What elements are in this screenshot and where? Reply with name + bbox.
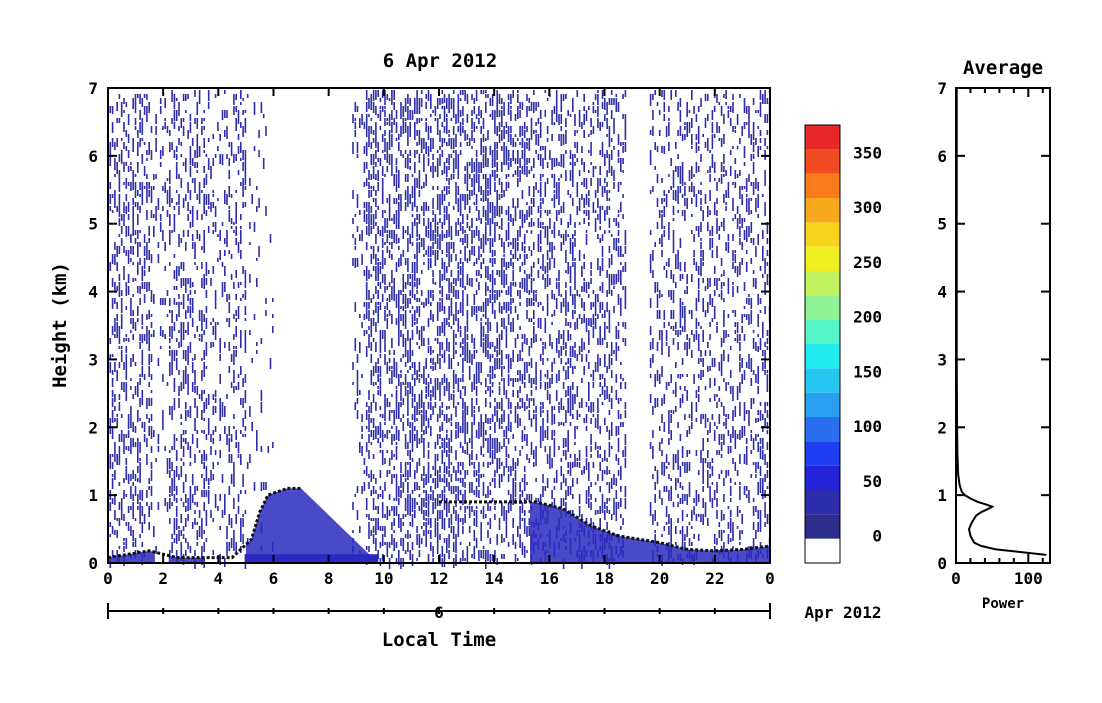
average-x-tick-label: 100	[1014, 569, 1043, 588]
average-profile-panel: Average 0 1 2 3 4 5 6 7 0 100 Power	[937, 57, 1051, 612]
average-x-axis-label: Power	[982, 596, 1024, 612]
date-axis: 6 Apr 2012	[107, 603, 882, 622]
x-tick-label: 6	[269, 569, 279, 588]
average-x-tick-label: 0	[951, 569, 961, 588]
colorbar-swatch	[805, 538, 840, 563]
y-tick-label: 0	[88, 554, 98, 573]
colorbar-swatch	[805, 173, 840, 198]
colorbar-tick-label: 250	[853, 253, 882, 272]
colorbar-swatch	[805, 319, 840, 344]
colorbar-frame	[804, 124, 841, 564]
chart-title: 6 Apr 2012	[383, 50, 497, 72]
y-tick-label: 7	[88, 79, 98, 98]
y-axis-ticks: 0 1 2 3 4 5 6 7	[88, 79, 770, 573]
colorbar-swatch	[805, 198, 840, 223]
average-y-tick-label: 4	[937, 283, 947, 302]
x-tick-label: 16	[540, 569, 559, 588]
colorbar-swatch	[805, 295, 840, 320]
x-tick-label: 10	[374, 569, 393, 588]
colorbar-swatch	[805, 125, 840, 150]
y-tick-label: 1	[88, 486, 98, 505]
x-tick-label: 2	[158, 569, 168, 588]
average-y-tick-label: 0	[937, 554, 947, 573]
colorbar-swatch	[805, 271, 840, 296]
y-tick-label: 3	[88, 350, 98, 369]
y-axis-label: Height (km)	[49, 262, 71, 388]
colorbar-tick-label: 150	[853, 362, 882, 381]
colorbar-swatch	[805, 149, 840, 174]
colorbar-tick-label: 50	[863, 472, 882, 491]
colorbar-swatch	[805, 246, 840, 271]
x-tick-label: 20	[650, 569, 669, 588]
heatmap-panel: 6 Apr 2012 0 2 4 6 8 10 12 14 16 18 20 22 0 01234567…	[49, 50, 882, 651]
colorbar-swatch	[805, 514, 840, 539]
average-frame	[955, 87, 1051, 564]
average-y-tick-label: 3	[937, 350, 947, 369]
y-tick-label: 5	[88, 215, 98, 234]
heatmap-noise	[107, 90, 771, 569]
average-title: Average	[963, 57, 1043, 79]
colorbar-swatch	[805, 465, 840, 490]
x-tick-label: 8	[324, 569, 334, 588]
noise-speckle	[107, 90, 771, 569]
colorbar-tick-label: 300	[853, 198, 882, 217]
colorbar-tick-label: 0	[872, 527, 882, 546]
colorbar-swatch	[805, 441, 840, 466]
x-tick-label: 0	[103, 569, 113, 588]
x-tick-label: 0	[765, 569, 775, 588]
colorbar-tick-label: 350	[853, 143, 882, 162]
colorbar-swatch	[805, 490, 840, 515]
x-tick-label: 14	[485, 569, 504, 588]
low-layer-fill	[245, 554, 379, 563]
y-tick-label: 6	[88, 147, 98, 166]
x-axis-ticks: 0 2 4 6 8 10 12 14 16 18 20 22 0	[103, 88, 775, 614]
colorbar: 0 50 100 150 200 250 300 350	[804, 124, 882, 564]
colorbar-swatch	[805, 222, 840, 247]
average-x-axis-ticks: 0 100	[951, 88, 1044, 588]
colorbar-tick-label: 200	[853, 308, 882, 327]
x-axis-label: Local Time	[382, 629, 496, 651]
layer-top-line	[107, 486, 771, 560]
average-y-tick-label: 5	[937, 215, 947, 234]
date-axis-day: 6	[434, 603, 444, 622]
date-axis-month-year: Apr 2012	[804, 603, 881, 622]
colorbar-swatch	[805, 344, 840, 369]
average-y-tick-label: 7	[937, 79, 947, 98]
y-tick-label: 2	[88, 418, 98, 437]
colorbar-swatch	[805, 392, 840, 417]
colorbar-swatch	[805, 368, 840, 393]
x-tick-label: 18	[595, 569, 614, 588]
average-y-axis-ticks: 0 1 2 3 4 5 6 7	[937, 79, 1050, 573]
colorbar-tick-label: 100	[853, 417, 882, 436]
average-y-tick-label: 2	[937, 418, 947, 437]
y-tick-label: 4	[88, 283, 98, 302]
average-y-tick-label: 1	[937, 486, 947, 505]
x-tick-label: 4	[214, 569, 224, 588]
average-y-tick-label: 6	[937, 147, 947, 166]
x-tick-label: 22	[705, 569, 724, 588]
colorbar-swatch	[805, 417, 840, 442]
x-tick-label: 12	[429, 569, 448, 588]
average-power-line	[955, 88, 1047, 556]
